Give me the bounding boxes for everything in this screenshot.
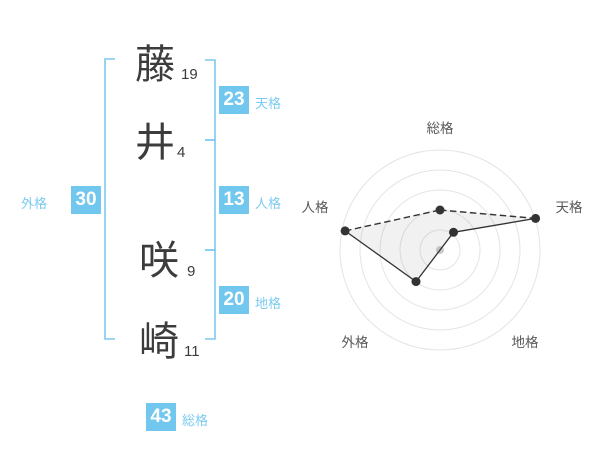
svg-text:人格: 人格 (302, 196, 329, 216)
svg-text:地格: 地格 (512, 331, 540, 351)
svg-text:外格: 外格 (342, 331, 369, 351)
svg-text:総格: 総格 (427, 117, 454, 137)
svg-text:天格: 天格 (556, 196, 584, 216)
